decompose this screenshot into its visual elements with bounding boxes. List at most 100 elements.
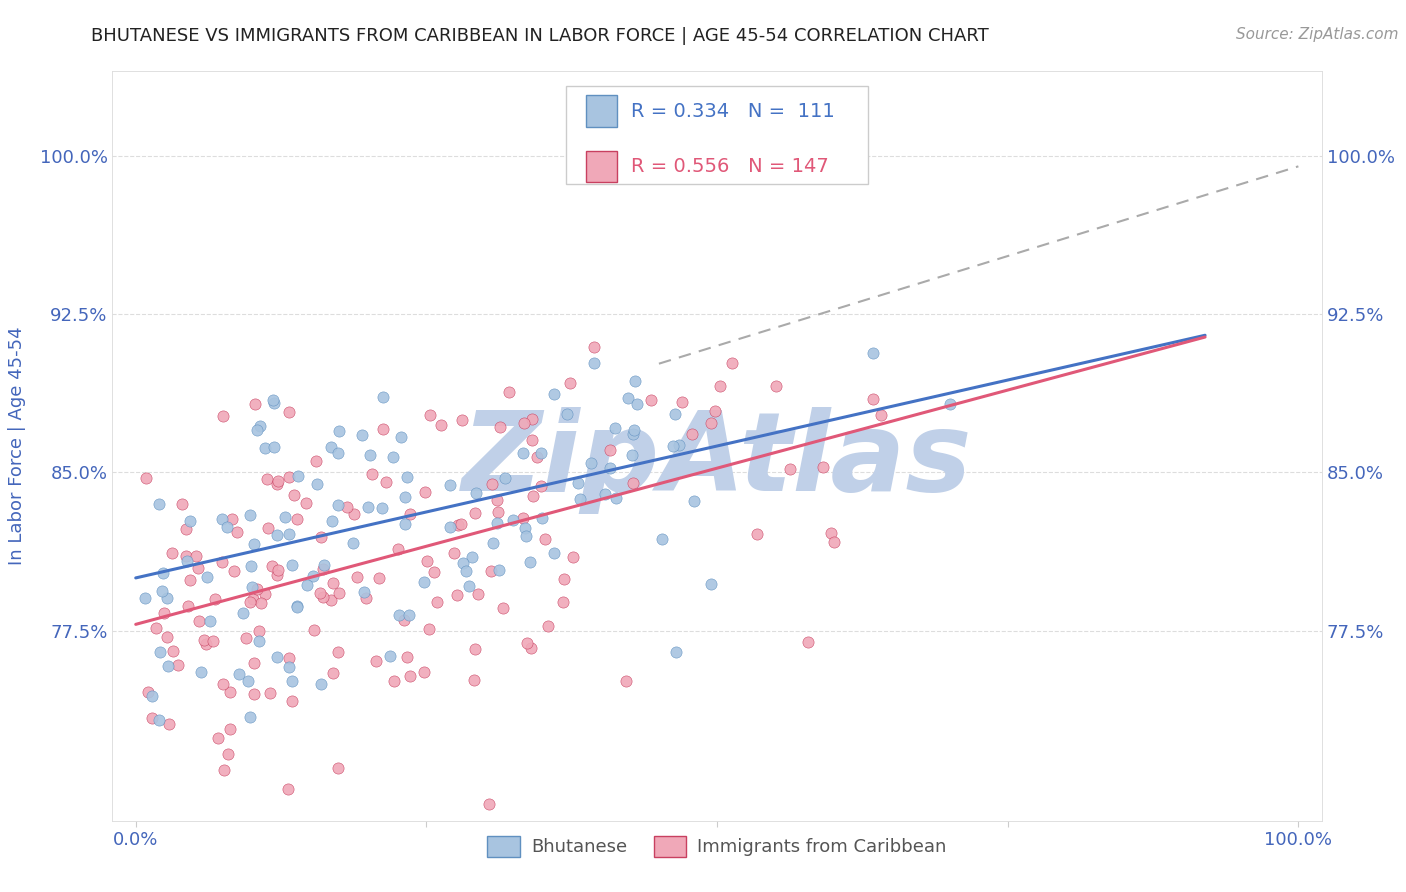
Point	[668, 438, 690, 452]
Point	[278, 660, 301, 674]
Point	[240, 580, 263, 594]
Point	[460, 550, 482, 565]
Point	[485, 492, 508, 507]
Point	[454, 565, 477, 579]
Point	[183, 824, 205, 838]
Legend: Bhutanese, Immigrants from Caribbean: Bhutanese, Immigrants from Caribbean	[481, 829, 953, 864]
Point	[371, 391, 394, 405]
Point	[494, 471, 516, 485]
Point	[378, 649, 401, 664]
Point	[531, 511, 554, 525]
Point	[259, 686, 281, 700]
Point	[621, 448, 644, 462]
Point	[174, 549, 197, 564]
Point	[450, 516, 472, 531]
Point	[148, 497, 170, 511]
Point	[309, 586, 332, 600]
Point	[394, 490, 416, 504]
Point	[561, 550, 583, 565]
Point	[367, 571, 389, 585]
Point	[350, 427, 373, 442]
Point	[204, 591, 226, 606]
Point	[302, 569, 325, 583]
Point	[451, 556, 474, 570]
Point	[599, 461, 621, 475]
Point	[651, 533, 673, 547]
Point	[295, 496, 318, 510]
Point	[512, 416, 534, 430]
Point	[319, 440, 342, 454]
Point	[721, 356, 744, 370]
Y-axis label: In Labor Force | Age 45-54: In Labor Force | Age 45-54	[7, 326, 25, 566]
Point	[567, 476, 589, 491]
Point	[239, 508, 262, 523]
Point	[281, 693, 304, 707]
Point	[277, 781, 299, 796]
Point	[354, 591, 377, 606]
Point	[382, 450, 405, 464]
Point	[212, 677, 235, 691]
Point	[249, 418, 271, 433]
Point	[519, 555, 541, 569]
Point	[221, 511, 243, 525]
Point	[190, 665, 212, 680]
Point	[157, 716, 180, 731]
Point	[464, 506, 486, 520]
Point	[451, 413, 474, 427]
Point	[136, 685, 159, 699]
Point	[374, 475, 396, 489]
Point	[862, 392, 884, 406]
Point	[617, 391, 640, 405]
Point	[247, 633, 270, 648]
Point	[662, 439, 685, 453]
Point	[515, 529, 537, 543]
Point	[309, 530, 332, 544]
Point	[526, 450, 548, 464]
Point	[211, 409, 233, 423]
Point	[274, 510, 297, 524]
Point	[262, 392, 284, 407]
Point	[443, 546, 465, 560]
Point	[246, 582, 269, 596]
Point	[515, 520, 537, 534]
Point	[534, 532, 557, 546]
Point	[326, 645, 349, 659]
Point	[328, 424, 350, 438]
Point	[530, 446, 553, 460]
Point	[160, 546, 183, 560]
Point	[263, 395, 285, 409]
Point	[201, 634, 224, 648]
Point	[285, 512, 308, 526]
Point	[605, 491, 627, 506]
Point	[253, 587, 276, 601]
Point	[416, 554, 439, 568]
Text: R = 0.556   N = 147: R = 0.556 N = 147	[631, 157, 830, 176]
Point	[156, 659, 179, 673]
Point	[626, 397, 648, 411]
Point	[939, 397, 962, 411]
Point	[870, 408, 893, 422]
Point	[520, 433, 543, 447]
Point	[153, 606, 176, 620]
Point	[512, 510, 534, 524]
Point	[811, 459, 834, 474]
Point	[215, 519, 238, 533]
Point	[179, 514, 201, 528]
Point	[152, 566, 174, 580]
Point	[322, 576, 344, 591]
Point	[464, 641, 486, 656]
Point	[193, 633, 215, 648]
Point	[278, 527, 301, 541]
Point	[704, 404, 727, 418]
Point	[398, 607, 420, 622]
Point	[243, 397, 266, 411]
Point	[447, 517, 470, 532]
Point	[328, 446, 350, 460]
Point	[419, 408, 441, 422]
Point	[583, 340, 606, 354]
Point	[267, 563, 290, 577]
Point	[222, 564, 245, 578]
Point	[389, 430, 412, 444]
Point	[412, 665, 434, 680]
Point	[211, 512, 233, 526]
